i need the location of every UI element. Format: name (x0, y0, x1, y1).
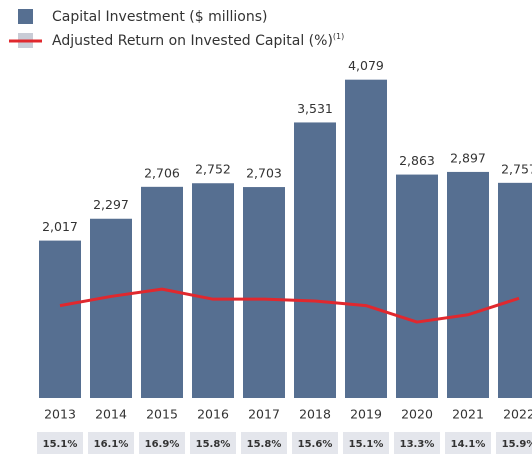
x-tick-label: 2013 (44, 407, 76, 422)
value-label: 4,079 (348, 58, 384, 73)
bar (396, 174, 438, 398)
x-tick-label: 2019 (350, 407, 382, 422)
x-tick-label: 2017 (248, 407, 280, 422)
bar (243, 187, 285, 398)
bar (39, 240, 81, 398)
value-label: 15.8% (196, 439, 231, 450)
value-label-bg (88, 432, 134, 454)
value-label: 15.8% (247, 439, 282, 450)
value-label: 15.1% (43, 439, 78, 450)
bar (447, 171, 489, 398)
value-label-bg (139, 432, 185, 454)
legend-text: Adjusted Return on Invested Capital (%) (52, 33, 333, 49)
value-label: 2,752 (195, 162, 231, 177)
value-label: 2,706 (144, 165, 180, 180)
x-tick-label: 2020 (401, 407, 433, 422)
value-label-bg (37, 432, 83, 454)
value-label-bg (496, 432, 532, 454)
legend-label: Adjusted Return on Invested Capital (%)(… (52, 32, 344, 50)
value-label-bg (343, 432, 389, 454)
bar (345, 79, 387, 398)
value-label: 14.1% (451, 439, 486, 450)
x-tick-label: 2018 (299, 407, 331, 422)
x-tick-label: 2016 (197, 407, 229, 422)
legend-swatch (18, 9, 33, 24)
value-label-bg (394, 432, 440, 454)
value-label: 16.1% (94, 439, 129, 450)
legend-label: Capital Investment ($ millions) (52, 9, 268, 25)
value-label-bg (292, 432, 338, 454)
value-label-bg (190, 432, 236, 454)
value-label: 16.9% (145, 439, 180, 450)
x-tick-label: 2015 (146, 407, 178, 422)
value-label: 2,297 (93, 197, 129, 212)
bar (90, 218, 132, 398)
line (59, 287, 520, 324)
legend-footnote: (1) (333, 32, 344, 41)
value-label: 2,017 (42, 219, 78, 234)
bar (498, 182, 532, 398)
bar (192, 183, 234, 398)
x-tick-label: 2021 (452, 407, 484, 422)
value-label-bg (241, 432, 287, 454)
value-label-bg (445, 432, 491, 454)
x-tick-label: 2014 (95, 407, 127, 422)
value-label: 3,531 (297, 101, 333, 116)
value-label: 15.9% (502, 439, 532, 450)
value-label: 2,863 (399, 153, 435, 168)
bar (294, 122, 336, 398)
value-label: 15.1% (349, 439, 384, 450)
value-label: 15.6% (298, 439, 333, 450)
value-label: 2,897 (450, 150, 486, 165)
value-label: 13.3% (400, 439, 435, 450)
value-label: 2,757 (501, 161, 532, 176)
value-label: 2,703 (246, 166, 282, 181)
x-tick-label: 2022 (503, 407, 532, 422)
